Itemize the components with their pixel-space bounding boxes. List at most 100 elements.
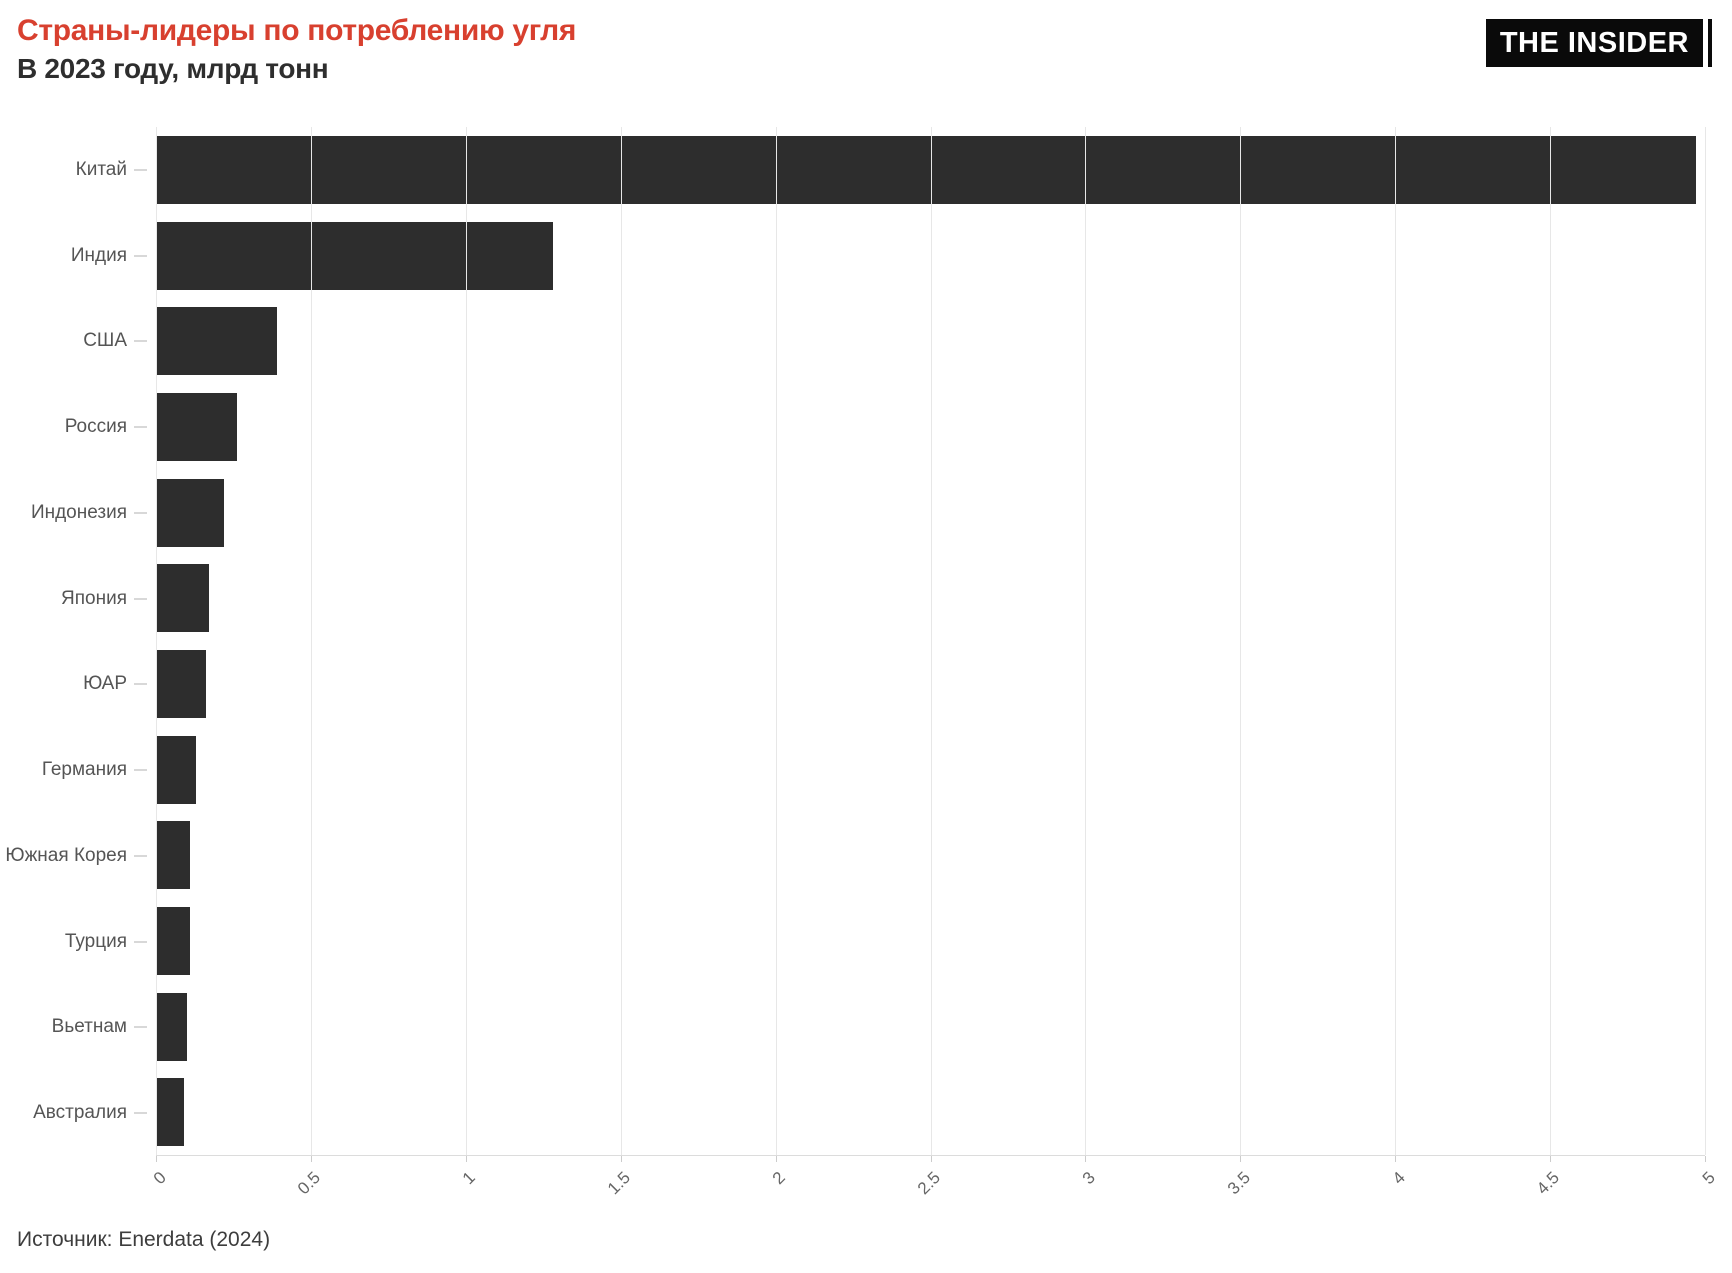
x-tick-mark: [156, 1156, 157, 1162]
x-tick-label: 4.5: [1533, 1168, 1564, 1199]
y-axis-label: Вьетнам: [51, 1016, 127, 1038]
bar: [156, 992, 187, 1061]
y-axis-labels: Китай Индия США Россия Индонезия Япония ЮАР Гер…: [0, 127, 156, 1156]
y-tick-dash: [134, 683, 147, 686]
y-axis-label: Япония: [61, 587, 127, 609]
y-tick-dash: [134, 1026, 147, 1029]
gridline: [1705, 127, 1706, 1155]
y-tick-dash: [134, 597, 147, 600]
y-tick-dash: [134, 769, 147, 772]
y-axis-label: Турция: [64, 930, 127, 952]
y-label-cell: Турция: [0, 899, 156, 985]
bar-row: [156, 1069, 1705, 1155]
bar: [156, 392, 237, 461]
gridline: [465, 127, 467, 1155]
gridline: [1240, 127, 1242, 1155]
y-label-cell: США: [0, 299, 156, 385]
y-tick-dash: [134, 511, 147, 514]
bar: [156, 135, 1696, 204]
y-label-cell: Россия: [0, 384, 156, 470]
the-insider-logo: THE INSIDER: [1485, 19, 1712, 67]
x-tick-mark: [1550, 1156, 1552, 1162]
bar: [156, 478, 225, 547]
x-tick-mark: [775, 1156, 777, 1162]
gridline: [1085, 127, 1087, 1155]
x-tick-label: 0.5: [294, 1168, 325, 1199]
x-tick-mark: [310, 1156, 312, 1162]
y-label-cell: Германия: [0, 727, 156, 813]
bar: [156, 906, 191, 975]
y-axis-label: Германия: [41, 759, 127, 781]
x-tick-mark: [1085, 1156, 1087, 1162]
y-label-cell: Южная Корея: [0, 813, 156, 899]
plot-area: [156, 127, 1706, 1156]
y-axis-label: Южная Корея: [5, 844, 127, 866]
x-tick-label: 2.5: [913, 1168, 944, 1199]
x-tick-label: 0: [149, 1168, 170, 1189]
bar: [156, 307, 277, 376]
y-axis-label: Индия: [70, 244, 127, 266]
x-tick-mark: [465, 1156, 467, 1162]
y-axis-label: ЮАР: [83, 673, 127, 695]
logo-cursor-icon: [1708, 19, 1712, 67]
bar-row: [156, 213, 1705, 299]
x-tick-mark: [620, 1156, 622, 1162]
gridline: [1550, 127, 1552, 1155]
y-axis-label: Австралия: [33, 1102, 127, 1124]
gridline: [775, 127, 777, 1155]
y-label-cell: Япония: [0, 556, 156, 642]
y-label-cell: ЮАР: [0, 642, 156, 728]
y-tick-dash: [134, 426, 147, 429]
chart-body: Китай Индия США Россия Индонезия Япония ЮАР Гер…: [0, 127, 1732, 1156]
x-tick-label: 3.5: [1223, 1168, 1254, 1199]
y-axis-label: Индонезия: [30, 501, 127, 523]
y-tick-dash: [134, 168, 147, 171]
y-label-cell: Вьетнам: [0, 985, 156, 1071]
x-tick-mark: [930, 1156, 932, 1162]
bar: [156, 735, 197, 804]
x-tick-label: 3: [1078, 1168, 1099, 1189]
bar-chart: Китай Индия США Россия Индонезия Япония ЮАР Гер…: [0, 127, 1732, 1226]
chart-subtitle: В 2023 году, млрд тонн: [17, 53, 329, 84]
bar: [156, 221, 553, 290]
gridline: [310, 127, 312, 1155]
gridline: [1395, 127, 1397, 1155]
bar-row: [156, 298, 1705, 384]
bar-row: [156, 384, 1705, 470]
y-tick-dash: [134, 940, 147, 943]
bars-container: [156, 127, 1705, 1155]
bar: [156, 564, 209, 633]
bar-row: [156, 470, 1705, 556]
bar: [156, 821, 191, 890]
bar-row: [156, 984, 1705, 1070]
bar-row: [156, 555, 1705, 641]
y-axis-label: США: [83, 330, 127, 352]
gridline: [156, 127, 157, 1155]
x-tick-label: 2: [768, 1168, 790, 1189]
bar-row: [156, 898, 1705, 984]
bar-row: [156, 812, 1705, 898]
y-tick-dash: [134, 1112, 147, 1115]
gridline: [620, 127, 622, 1155]
chart-title: Страны-лидеры по потреблению угля: [17, 14, 577, 47]
x-tick-mark: [1705, 1156, 1706, 1162]
x-tick-mark: [1240, 1156, 1242, 1162]
x-tick-mark: [1395, 1156, 1397, 1162]
y-tick-dash: [134, 854, 147, 857]
x-tick-label: 5: [1698, 1168, 1719, 1189]
x-tick-label: 1.5: [603, 1168, 635, 1199]
y-axis-label: Россия: [64, 416, 127, 438]
y-label-cell: Китай: [0, 127, 156, 213]
logo-text: THE INSIDER: [1485, 19, 1703, 67]
gridline: [930, 127, 932, 1155]
y-label-cell: Индия: [0, 213, 156, 299]
y-tick-dash: [134, 340, 147, 343]
x-axis: 0 0.5 1 1.5 2 2.5 3 3.5 4 4.5 5: [149, 1156, 1718, 1226]
bar: [156, 1078, 184, 1147]
y-label-cell: Австралия: [0, 1070, 156, 1156]
x-tick-label: 4: [1388, 1168, 1409, 1189]
bar-row: [156, 127, 1705, 213]
x-tick-label: 1: [459, 1168, 480, 1189]
bar-row: [156, 727, 1705, 813]
y-label-cell: Индонезия: [0, 470, 156, 556]
